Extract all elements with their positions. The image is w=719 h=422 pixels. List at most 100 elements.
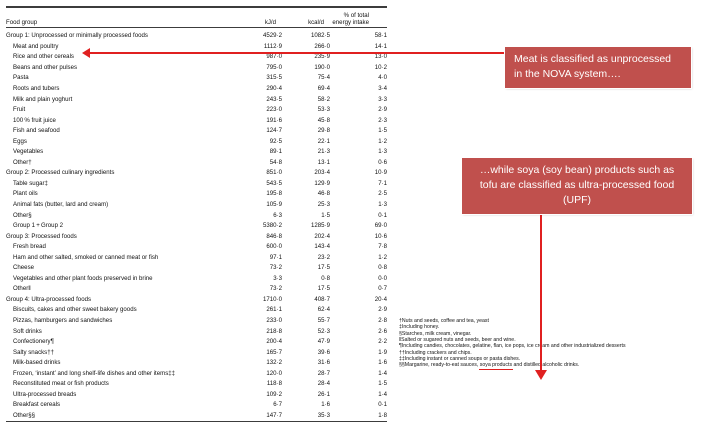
row-kcal-value: 17·5 [317, 285, 330, 293]
row-kj-value: 290·4 [266, 84, 282, 92]
row-kj-value: 600·0 [266, 243, 282, 251]
row-kcal-value: 47·9 [317, 338, 330, 346]
row-kcal-value: 21·3 [317, 148, 330, 156]
row-percent-value: 3·4 [378, 84, 387, 92]
soya-callout-arrow-head-icon [534, 370, 547, 380]
footnote-line: ††Including crackers and chips. [399, 349, 472, 356]
nova-table-panel: Food group kJ/d kcal/d % of total energy… [6, 6, 387, 422]
row-food-group-label: Beans and other pulses [13, 63, 78, 71]
row-kcal-value: 39·6 [317, 348, 330, 356]
row-kj-value: 851·0 [266, 169, 282, 177]
row-percent-value: 2·9 [378, 306, 387, 314]
row-percent-value: 13·0 [374, 53, 387, 61]
row-kj-value: 73·2 [269, 285, 282, 293]
row-kcal-value: 0·8 [321, 274, 330, 282]
row-kcal-value: 28·7 [317, 369, 330, 377]
footnote-line-soya: §§Margarine, ready-to-eat sauces, soya p… [399, 362, 714, 371]
table-row: Biscuits, cakes and other sweet bakery g… [6, 303, 387, 314]
row-kcal-value: 143·4 [314, 243, 330, 251]
footnote-line: ¶Including candies, chocolates, gelatine… [399, 343, 626, 350]
row-kcal-value: 35·3 [317, 411, 330, 419]
row-percent-value: 58·1 [374, 32, 387, 40]
row-percent-value: 1·4 [378, 390, 387, 398]
row-kcal-value: 190·0 [314, 63, 330, 71]
row-kcal-value: 1285·9 [311, 222, 330, 230]
row-kcal-value: 53·3 [317, 106, 330, 114]
row-food-group-label: Soft drinks [13, 327, 42, 335]
row-food-group-label: Group 2: Processed culinary ingredients [6, 169, 115, 177]
row-percent-value: 1·8 [378, 411, 387, 419]
row-food-group-label: Milk and plain yoghurt [13, 95, 73, 103]
row-kcal-value: 23·2 [317, 253, 330, 261]
row-food-group-label: Ultra-processed breads [13, 390, 77, 398]
row-percent-value: 10·6 [374, 232, 387, 240]
row-percent-value: 7·8 [378, 243, 387, 251]
row-percent-value: 1·9 [378, 348, 387, 356]
row-kcal-value: 52·3 [317, 327, 330, 335]
meat-callout-arrow-head-icon [82, 47, 90, 58]
row-percent-value: 1·5 [378, 380, 387, 388]
row-percent-value: 69·0 [374, 222, 387, 230]
row-kcal-value: 1·6 [321, 401, 330, 409]
row-kcal-value: 129·9 [314, 179, 330, 187]
row-kj-value: 120·0 [266, 369, 282, 377]
table-row: Reconstituted meat or fish products 118·8… [6, 377, 387, 388]
row-kj-value: 218·8 [266, 327, 282, 335]
column-header-food-group: Food group [6, 18, 38, 26]
row-percent-value: 2·6 [378, 327, 387, 335]
row-kcal-value: 62·4 [317, 306, 330, 314]
row-kj-value: 987·0 [266, 53, 282, 61]
row-food-group-label: Other‖ [13, 285, 31, 293]
row-kj-value: 89·1 [269, 148, 282, 156]
row-kcal-value: 235·9 [314, 53, 330, 61]
table-row: Vegetables and other plant foods preserv… [6, 272, 387, 283]
row-kj-value: 124·7 [266, 127, 282, 135]
row-kj-value: 6·3 [273, 211, 282, 219]
table-row: Milk and plain yoghurt 243·5 58·2 3·3 [6, 92, 387, 103]
table-row: Salty snacks†† 165·7 39·6 1·9 [6, 345, 387, 356]
table-row: Other† 54·8 13·1 0·6 [6, 156, 387, 167]
row-percent-value: 14·1 [374, 42, 387, 50]
table-row: Meat and poultry 1112·9 266·0 14·1 [6, 40, 387, 51]
row-kcal-value: 45·8 [317, 116, 330, 124]
table-body: Group 1: Unprocessed or minimally proces… [6, 29, 387, 419]
table-row: Cheese 73·2 17·5 0·8 [6, 261, 387, 272]
row-percent-value: 2·9 [378, 106, 387, 114]
row-kcal-value: 29·8 [317, 127, 330, 135]
row-food-group-label: 100 % fruit juice [13, 116, 56, 124]
table-row: Rice and other cereals 987·0 235·9 13·0 [6, 50, 387, 61]
table-header-rule [6, 27, 387, 28]
column-header-kj-label: kJ/d [264, 18, 276, 26]
row-food-group-label: Ham and other salted, smoked or canned m… [13, 253, 159, 261]
table-row: Pizzas, hamburgers and sandwiches 233·0 55… [6, 314, 387, 325]
row-kj-value: 4529·2 [263, 32, 282, 40]
soya-callout-connector-line [540, 215, 542, 378]
row-food-group-label: Fresh bread [13, 243, 46, 251]
table-row: Other§ 6·3 1·5 0·1 [6, 208, 387, 219]
table-footnotes: †Nuts and seeds, coffee and tea, yeast ‡I… [399, 318, 714, 371]
footnote-line: †Nuts and seeds, coffee and tea, yeast [399, 318, 489, 324]
row-kj-value: 1710·0 [263, 295, 282, 303]
row-food-group-label: Group 1 + Group 2 [13, 222, 64, 230]
row-kj-value: 5380·2 [263, 222, 282, 230]
row-kj-value: 191·6 [266, 116, 282, 124]
row-food-group-label: Table sugar‡ [13, 179, 48, 187]
row-kj-value: 97·1 [269, 253, 282, 261]
row-percent-value: 1·2 [378, 137, 387, 145]
row-percent-value: 10·2 [374, 63, 387, 71]
row-percent-value: 2·3 [378, 116, 387, 124]
row-kj-value: 3·3 [273, 274, 282, 282]
footnote-line: §Starches, milk cream, vinegar. [399, 330, 472, 337]
row-food-group-label: Vegetables and other plant foods preserv… [13, 274, 153, 282]
row-kcal-value: 28·4 [317, 380, 330, 388]
footnote-soya-suffix: and distilled alcoholic drinks. [512, 362, 580, 369]
callout-meat-nova: Meat is classified as unprocessed in the… [505, 47, 691, 88]
table-row: Group 1 + Group 2 5380·2 1285·9 69·0 [6, 219, 387, 230]
row-food-group-label: Fish and seafood [13, 127, 60, 135]
row-kcal-value: 13·1 [317, 158, 330, 166]
table-row: Other‖ 73·2 17·5 0·7 [6, 282, 387, 293]
footnote-soya-highlight: soya products [478, 362, 514, 371]
nova-food-group-body: Group 1: Unprocessed or minimally proces… [6, 29, 387, 419]
row-food-group-label: Vegetables [13, 148, 44, 156]
row-food-group-label: Other§ [13, 211, 32, 219]
